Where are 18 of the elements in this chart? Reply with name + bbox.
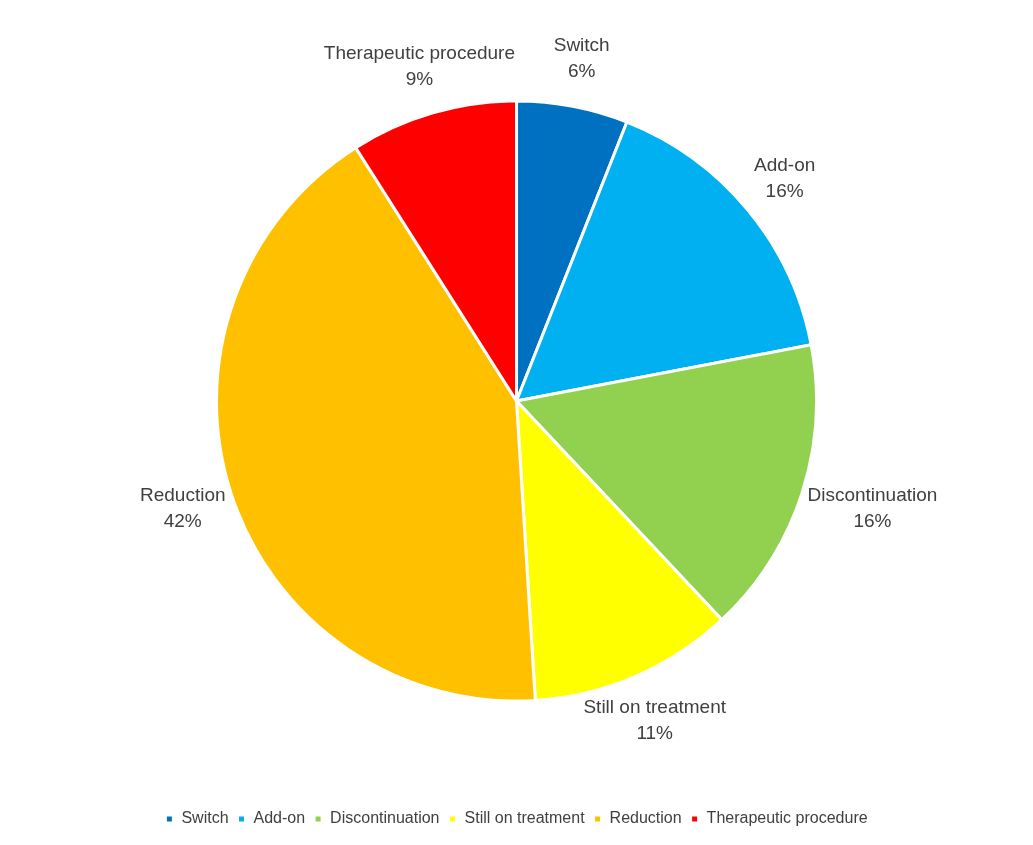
slice-label: Switch bbox=[553, 34, 610, 56]
slice-label: Therapeutic procedure bbox=[323, 42, 515, 64]
legend-label: Therapeutic procedure bbox=[706, 809, 868, 827]
legend-label: Switch bbox=[181, 809, 229, 827]
data-label: 42% bbox=[163, 509, 202, 531]
data-label: 6% bbox=[567, 60, 596, 82]
legend-label: Discontinuation bbox=[330, 809, 440, 827]
legend-label: Add-on bbox=[253, 809, 306, 827]
data-label: 16% bbox=[765, 180, 804, 202]
slice-label: Still on treatment bbox=[583, 695, 727, 717]
slice-label: Discontinuation bbox=[807, 483, 938, 505]
legend-label: Still on treatment bbox=[464, 809, 586, 827]
legend-label: Reduction bbox=[609, 809, 682, 827]
data-label: 11% bbox=[636, 721, 674, 743]
slice-label: Reduction bbox=[139, 483, 226, 505]
slice-label: Add-on bbox=[754, 154, 816, 176]
data-label: 16% bbox=[853, 509, 892, 531]
data-label: 9% bbox=[405, 68, 434, 90]
